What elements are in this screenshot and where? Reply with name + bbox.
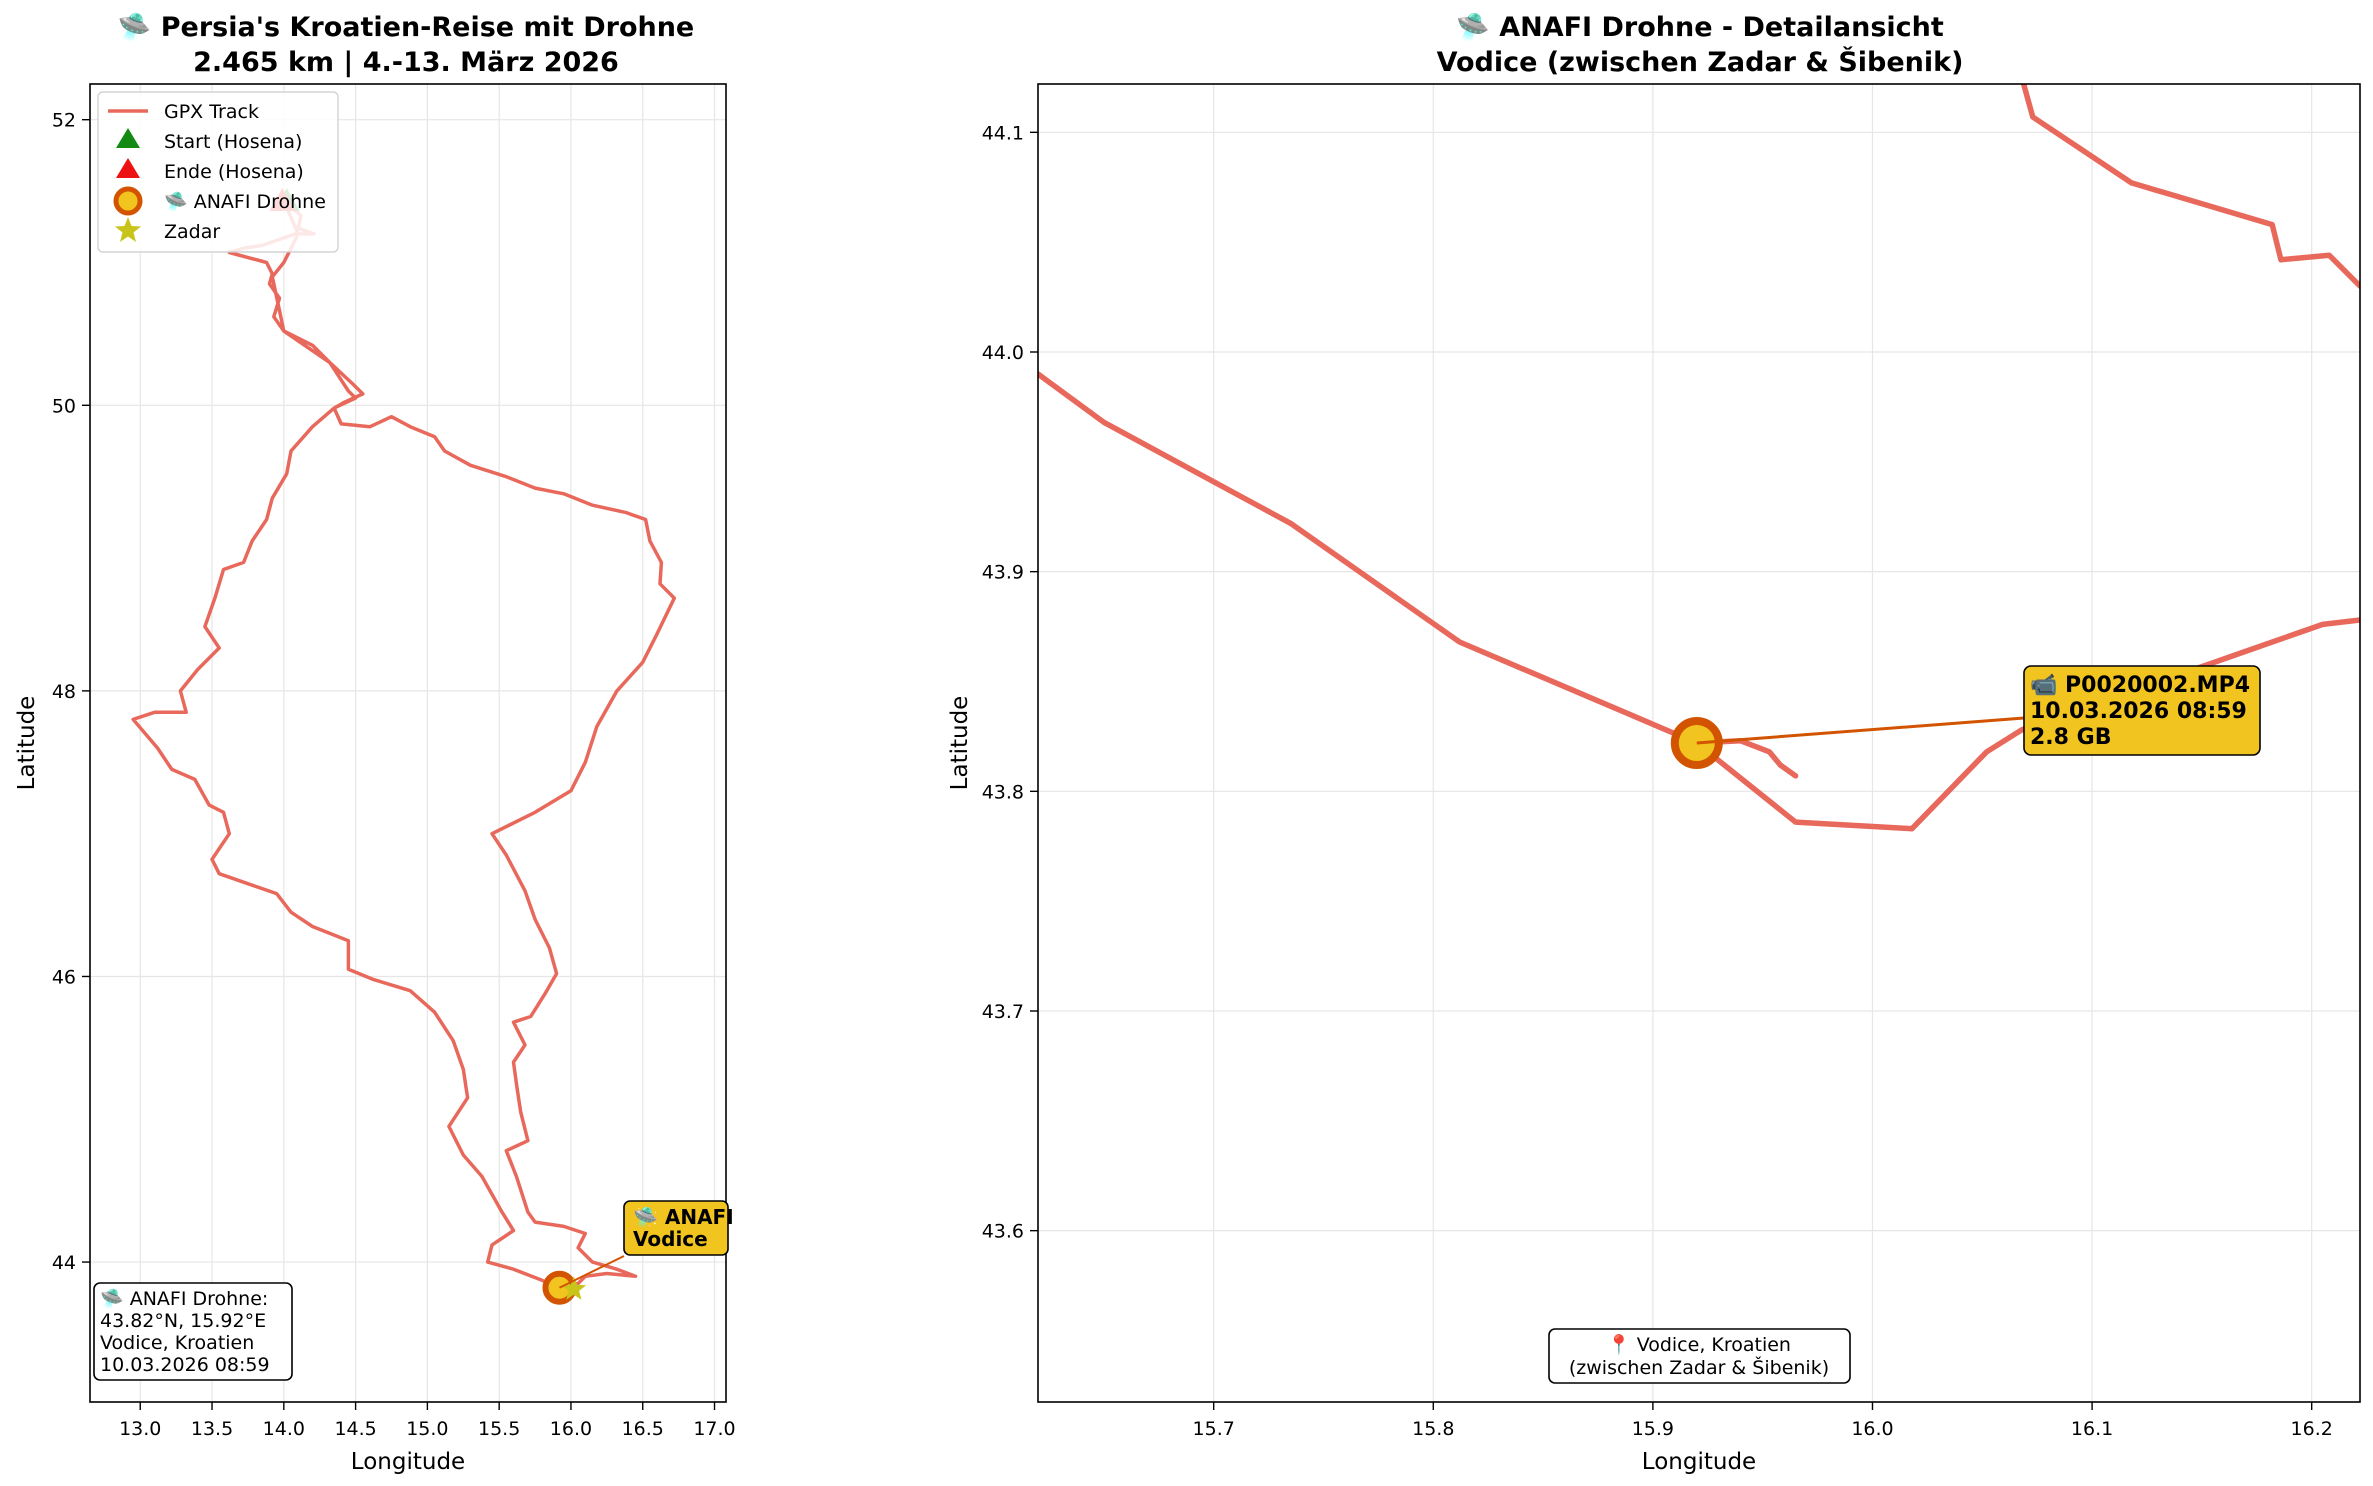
y-tick-label: 50: [52, 395, 76, 417]
overview-track: [131, 199, 677, 1290]
track-line: [131, 199, 677, 1290]
legend-label-drone: 🛸 ANAFI Drohne: [164, 190, 326, 213]
legend-label-start: Start (Hosena): [164, 131, 302, 153]
y-tick-label: 43.8: [982, 781, 1024, 803]
x-tick-label: 16.0: [550, 1418, 592, 1440]
annotation-line-2: Vodice: [633, 1227, 708, 1251]
detail-grid: [1038, 84, 2360, 1402]
detail-subtitle: Vodice (zwischen Zadar & Šibenik): [1437, 46, 1964, 78]
overview-info-box: 🛸 ANAFI Drohne: 43.82°N, 15.92°E Vodice,…: [93, 1282, 293, 1381]
x-tick-label: 16.2: [2291, 1418, 2333, 1440]
annotation-line-1: 🛸 ANAFI: [633, 1205, 734, 1229]
detail-annotation-line-3: 2.8 GB: [2030, 725, 2111, 750]
detail-frame: [1037, 83, 2361, 1403]
info-line-4: 10.03.2026 08:59: [100, 1354, 270, 1376]
x-tick-label: 15.9: [1632, 1418, 1674, 1440]
x-tick-label: 15.8: [1412, 1418, 1454, 1440]
y-tick-label: 43.9: [982, 562, 1024, 584]
legend-frame: [97, 91, 339, 253]
detail-annotation-arrow: [1696, 716, 2025, 745]
annotation-arrow: [559, 1255, 625, 1289]
marker-star: [561, 1276, 587, 1300]
overview-ylabel: Latitude: [14, 696, 40, 791]
y-tick-label: 44: [52, 1252, 76, 1274]
detail-xlabel: Longitude: [1642, 1449, 1756, 1475]
overview-legend: GPX Track Start (Hosena) Ende (Hosena) 🛸…: [97, 91, 339, 253]
x-tick-label: 16.5: [622, 1418, 664, 1440]
detail-info-box: 📍 Vodice, Kroatien (zwischen Zadar & Šib…: [1548, 1328, 1851, 1384]
detail-annotation-line-2: 10.03.2026 08:59: [2030, 699, 2247, 724]
y-tick-label: 43.6: [982, 1221, 1024, 1243]
y-tick-label: 44.1: [982, 122, 1024, 144]
info-line-2: 43.82°N, 15.92°E: [100, 1310, 266, 1332]
detail-y-ticks: 43.6 43.7 43.8 43.9 44.0 44.1: [982, 122, 1038, 1243]
detail-annotation-box: [2023, 665, 2261, 756]
x-tick-label: 13.0: [119, 1418, 161, 1440]
detail-info-line-2: (zwischen Zadar & Šibenik): [1569, 1355, 1829, 1379]
track-line: [1038, 371, 2360, 832]
overview-plot-area: [90, 84, 726, 1402]
detail-info-frame: [1548, 1328, 1851, 1384]
overview-x-ticks: 13.0 13.5 14.0 14.5 15.0 15.5 16.0 16.5 17.0: [119, 1402, 736, 1440]
overview-y-ticks: 44 46 48 50 52: [52, 110, 90, 1274]
y-tick-label: 52: [52, 110, 76, 132]
detail-ylabel: Latitude: [947, 696, 973, 791]
detail-title: 🛸 ANAFI Drohne - Detailansicht: [1456, 10, 1944, 43]
track-line: [2020, 84, 2360, 289]
y-tick-label: 46: [52, 966, 76, 988]
detail-annotation: 📹 P0020002.MP4 10.03.2026 08:59 2.8 GB: [1696, 665, 2261, 756]
x-tick-label: 17.0: [693, 1418, 735, 1440]
legend-triangle-icon-end: [116, 158, 140, 178]
x-tick-label: 15.7: [1193, 1418, 1235, 1440]
overview-chart: 🛸 Persia's Kroatien-Reise mit Drohne 2.4…: [14, 10, 736, 1475]
legend-label-end: Ende (Hosena): [164, 161, 304, 183]
legend-label-zadar: Zadar: [164, 221, 220, 243]
legend-circle-icon: [113, 186, 143, 216]
x-tick-label: 15.5: [478, 1418, 520, 1440]
x-tick-label: 15.0: [406, 1418, 448, 1440]
overview-xlabel: Longitude: [351, 1449, 465, 1475]
overview-frame: [89, 83, 727, 1403]
legend-triangle-icon-start: [116, 128, 140, 148]
annotation-box: [623, 1200, 729, 1256]
x-tick-label: 14.0: [263, 1418, 305, 1440]
x-tick-label: 14.5: [334, 1418, 376, 1440]
detail-x-ticks: 15.7 15.8 15.9 16.0 16.1 16.2: [1193, 1402, 2333, 1440]
y-tick-label: 48: [52, 681, 76, 703]
info-box-frame: [93, 1282, 293, 1381]
detail-annotation-line-1: 📹 P0020002.MP4: [2030, 673, 2250, 698]
overview-subtitle: 2.465 km | 4.-13. März 2026: [193, 47, 619, 78]
x-tick-label: 16.0: [1851, 1418, 1893, 1440]
y-tick-label: 44.0: [982, 342, 1024, 364]
overview-title: 🛸 Persia's Kroatien-Reise mit Drohne: [118, 10, 695, 43]
x-tick-label: 13.5: [191, 1418, 233, 1440]
detail-info-line-1: 📍 Vodice, Kroatien: [1607, 1333, 1791, 1356]
info-line-3: Vodice, Kroatien: [100, 1332, 254, 1354]
x-tick-label: 16.1: [2071, 1418, 2113, 1440]
legend-label-track: GPX Track: [164, 101, 259, 123]
y-tick-label: 43.7: [982, 1001, 1024, 1023]
info-line-1: 🛸 ANAFI Drohne:: [100, 1287, 268, 1310]
overview-grid: [90, 84, 726, 1402]
detail-chart: 🛸 ANAFI Drohne - Detailansicht Vodice (z…: [947, 10, 2361, 1475]
overview-annotation: 🛸 ANAFI Vodice: [559, 1200, 734, 1289]
legend-star-icon: [115, 217, 141, 242]
